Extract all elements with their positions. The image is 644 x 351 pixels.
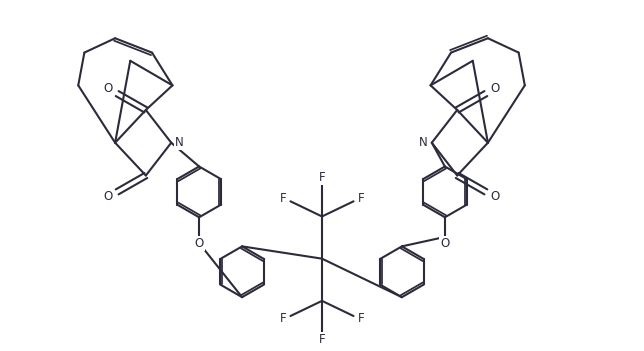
Text: O: O [490, 190, 500, 203]
Text: F: F [357, 192, 365, 205]
Text: O: O [440, 237, 450, 250]
Text: O: O [104, 190, 113, 203]
Text: F: F [279, 312, 287, 325]
Text: F: F [319, 333, 325, 346]
Text: O: O [194, 237, 204, 250]
Text: F: F [279, 192, 287, 205]
Text: N: N [175, 136, 184, 149]
Text: F: F [319, 171, 325, 184]
Text: O: O [490, 82, 500, 95]
Text: O: O [104, 82, 113, 95]
Text: N: N [419, 136, 428, 149]
Text: F: F [357, 312, 365, 325]
